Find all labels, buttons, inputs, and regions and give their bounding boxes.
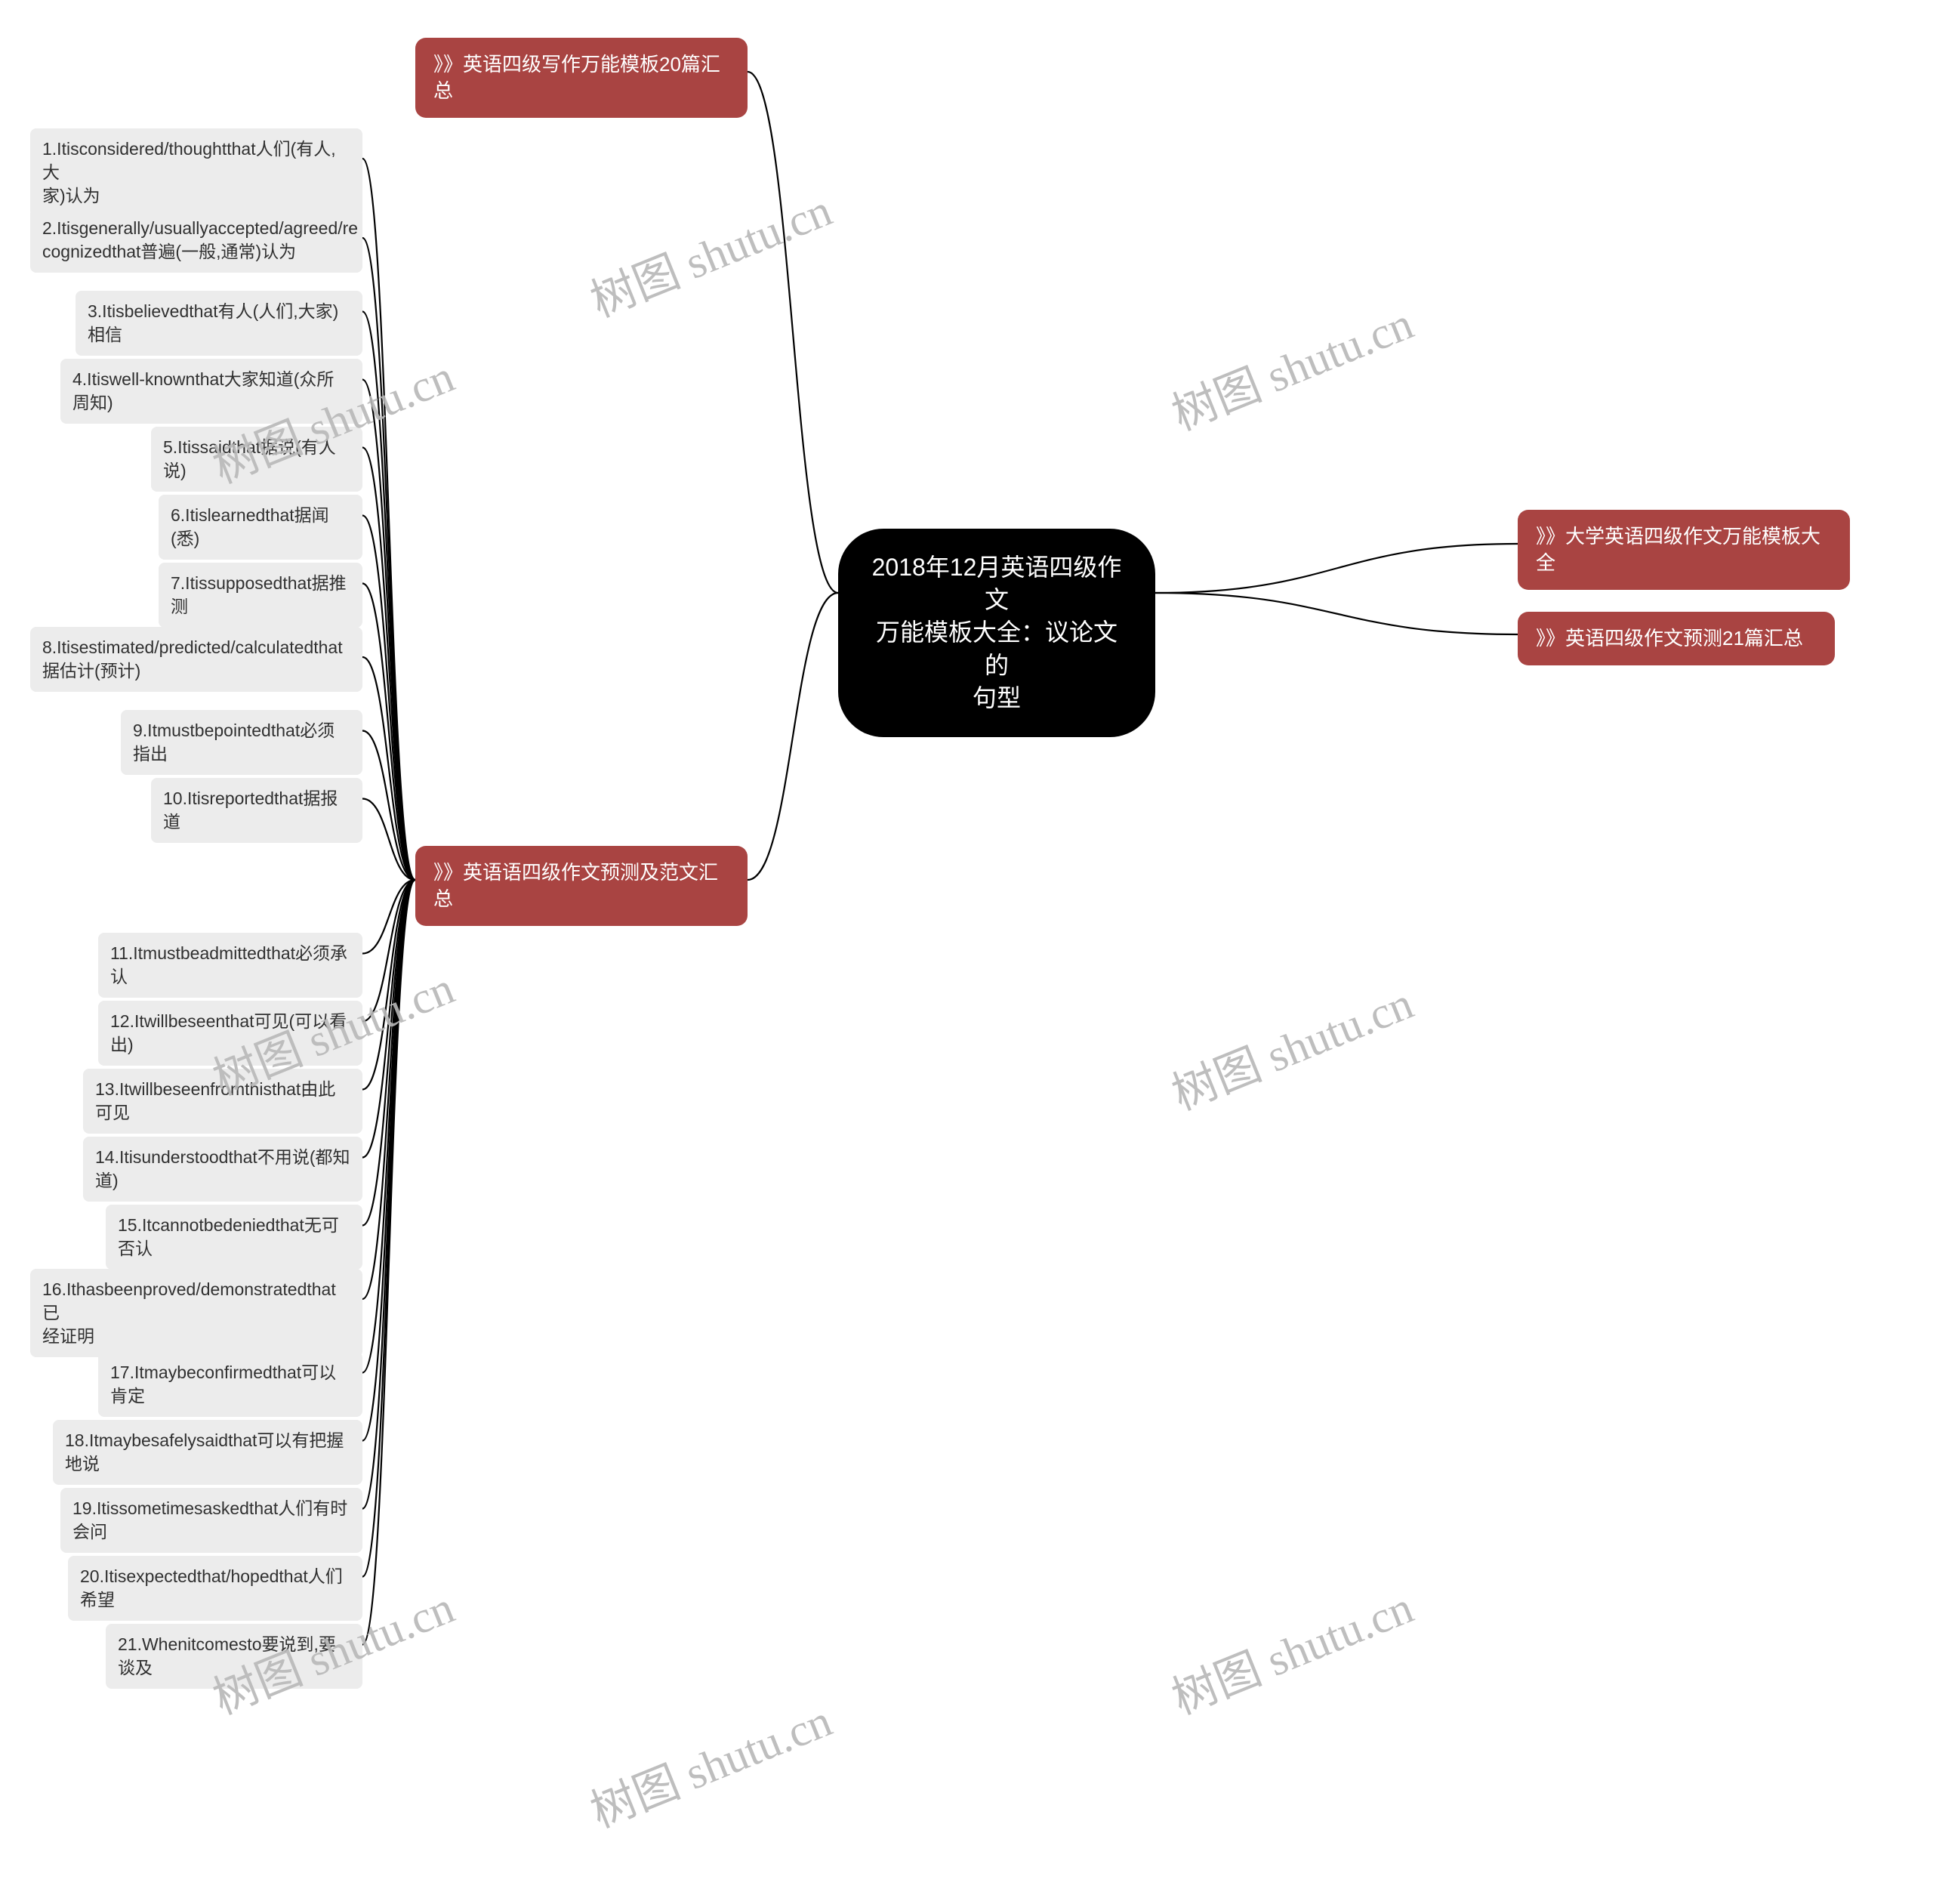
- leaf-l17-label: 17.Itmaybeconfirmedthat可以肯定: [110, 1361, 350, 1408]
- leaf-l2: 2.Itisgenerally/usuallyaccepted/agreed/r…: [30, 208, 362, 273]
- leaf-l12: 12.Itwillbeseenthat可见(可以看出): [98, 1001, 362, 1066]
- leaf-l5: 5.Itissaidthat据说(有人说): [151, 427, 362, 492]
- leaf-l11-label: 11.Itmustbeadmittedthat必须承认: [110, 942, 350, 989]
- leaf-l10: 10.Itisreportedthat据报道: [151, 778, 362, 843]
- leaf-l4: 4.Itiswell-knownthat大家知道(众所周知): [60, 359, 362, 424]
- watermark: 树图 shutu.cn: [1161, 967, 1421, 1123]
- leaf-l17: 17.Itmaybeconfirmedthat可以肯定: [98, 1352, 362, 1417]
- leaf-l16-label: 16.Ithasbeenproved/demonstratedthat已经证明: [42, 1278, 350, 1348]
- leaf-l3-label: 3.Itisbelievedthat有人(人们,大家)相信: [88, 300, 350, 347]
- leaf-l14-label: 14.Itisunderstoodthat不用说(都知道): [95, 1146, 350, 1193]
- branch-b3: 》》大学英语四级作文万能模板大全: [1518, 510, 1850, 590]
- leaf-l18-label: 18.Itmaybesafelysaidthat可以有把握地说: [65, 1429, 350, 1476]
- leaf-l14: 14.Itisunderstoodthat不用说(都知道): [83, 1137, 362, 1202]
- watermark: 树图 shutu.cn: [579, 1684, 840, 1841]
- watermark: 树图 shutu.cn: [579, 174, 840, 330]
- branch-b2-label: 》》英语语四级作文预测及范文汇总: [433, 859, 718, 912]
- leaf-l9-label: 9.Itmustbepointedthat必须指出: [133, 719, 350, 766]
- center-node-label: 2018年12月英语四级作文万能模板大全：议论文的句型: [868, 551, 1125, 714]
- mindmap-canvas: 2018年12月英语四级作文万能模板大全：议论文的句型 》》英语四级写作万能模板2…: [0, 0, 1933, 1904]
- leaf-l9: 9.Itmustbepointedthat必须指出: [121, 710, 362, 775]
- branch-b4: 》》英语四级作文预测21篇汇总: [1518, 612, 1835, 665]
- leaf-l15-label: 15.Itcannotbedeniedthat无可否认: [118, 1214, 350, 1261]
- branch-b1: 》》英语四级写作万能模板20篇汇总: [415, 38, 748, 118]
- leaf-l21-label: 21.Whenitcomesto要说到,要谈及: [118, 1633, 350, 1680]
- leaf-l1: 1.Itisconsidered/thoughtthat人们(有人,大家)认为: [30, 128, 362, 217]
- leaf-l6-label: 6.Itislearnedthat据闻(悉): [171, 504, 350, 551]
- leaf-l5-label: 5.Itissaidthat据说(有人说): [163, 436, 350, 483]
- branch-b4-label: 》》英语四级作文预测21篇汇总: [1536, 625, 1803, 652]
- leaf-l6: 6.Itislearnedthat据闻(悉): [159, 495, 362, 560]
- leaf-l20-label: 20.Itisexpectedthat/hopedthat人们希望: [80, 1565, 350, 1612]
- leaf-l18: 18.Itmaybesafelysaidthat可以有把握地说: [53, 1420, 362, 1485]
- leaf-l13-label: 13.Itwillbeseenfromthisthat由此可见: [95, 1078, 350, 1125]
- leaf-l11: 11.Itmustbeadmittedthat必须承认: [98, 933, 362, 998]
- leaf-l1-label: 1.Itisconsidered/thoughtthat人们(有人,大家)认为: [42, 137, 350, 208]
- leaf-l10-label: 10.Itisreportedthat据报道: [163, 787, 350, 834]
- center-node: 2018年12月英语四级作文万能模板大全：议论文的句型: [838, 529, 1155, 737]
- leaf-l20: 20.Itisexpectedthat/hopedthat人们希望: [68, 1556, 362, 1621]
- leaf-l3: 3.Itisbelievedthat有人(人们,大家)相信: [76, 291, 362, 356]
- leaf-l2-label: 2.Itisgenerally/usuallyaccepted/agreed/r…: [42, 217, 358, 264]
- leaf-l8: 8.Itisestimated/predicted/calculatedthat…: [30, 627, 362, 692]
- branch-b1-label: 》》英语四级写作万能模板20篇汇总: [433, 51, 720, 104]
- leaf-l4-label: 4.Itiswell-knownthat大家知道(众所周知): [72, 368, 350, 415]
- leaf-l15: 15.Itcannotbedeniedthat无可否认: [106, 1205, 362, 1270]
- leaf-l21: 21.Whenitcomesto要说到,要谈及: [106, 1624, 362, 1689]
- leaf-l7: 7.Itissupposedthat据推测: [159, 563, 362, 628]
- branch-b3-label: 》》大学英语四级作文万能模板大全: [1536, 523, 1820, 576]
- leaf-l7-label: 7.Itissupposedthat据推测: [171, 572, 350, 619]
- leaf-l19-label: 19.Itissometimesaskedthat人们有时会问: [72, 1497, 350, 1544]
- leaf-l19: 19.Itissometimesaskedthat人们有时会问: [60, 1488, 362, 1553]
- leaf-l13: 13.Itwillbeseenfromthisthat由此可见: [83, 1069, 362, 1134]
- watermark: 树图 shutu.cn: [1161, 1571, 1421, 1727]
- leaf-l12-label: 12.Itwillbeseenthat可见(可以看出): [110, 1010, 350, 1057]
- watermark: 树图 shutu.cn: [1161, 287, 1421, 443]
- leaf-l16: 16.Ithasbeenproved/demonstratedthat已经证明: [30, 1269, 362, 1357]
- leaf-l8-label: 8.Itisestimated/predicted/calculatedthat…: [42, 636, 343, 683]
- branch-b2: 》》英语语四级作文预测及范文汇总: [415, 846, 748, 926]
